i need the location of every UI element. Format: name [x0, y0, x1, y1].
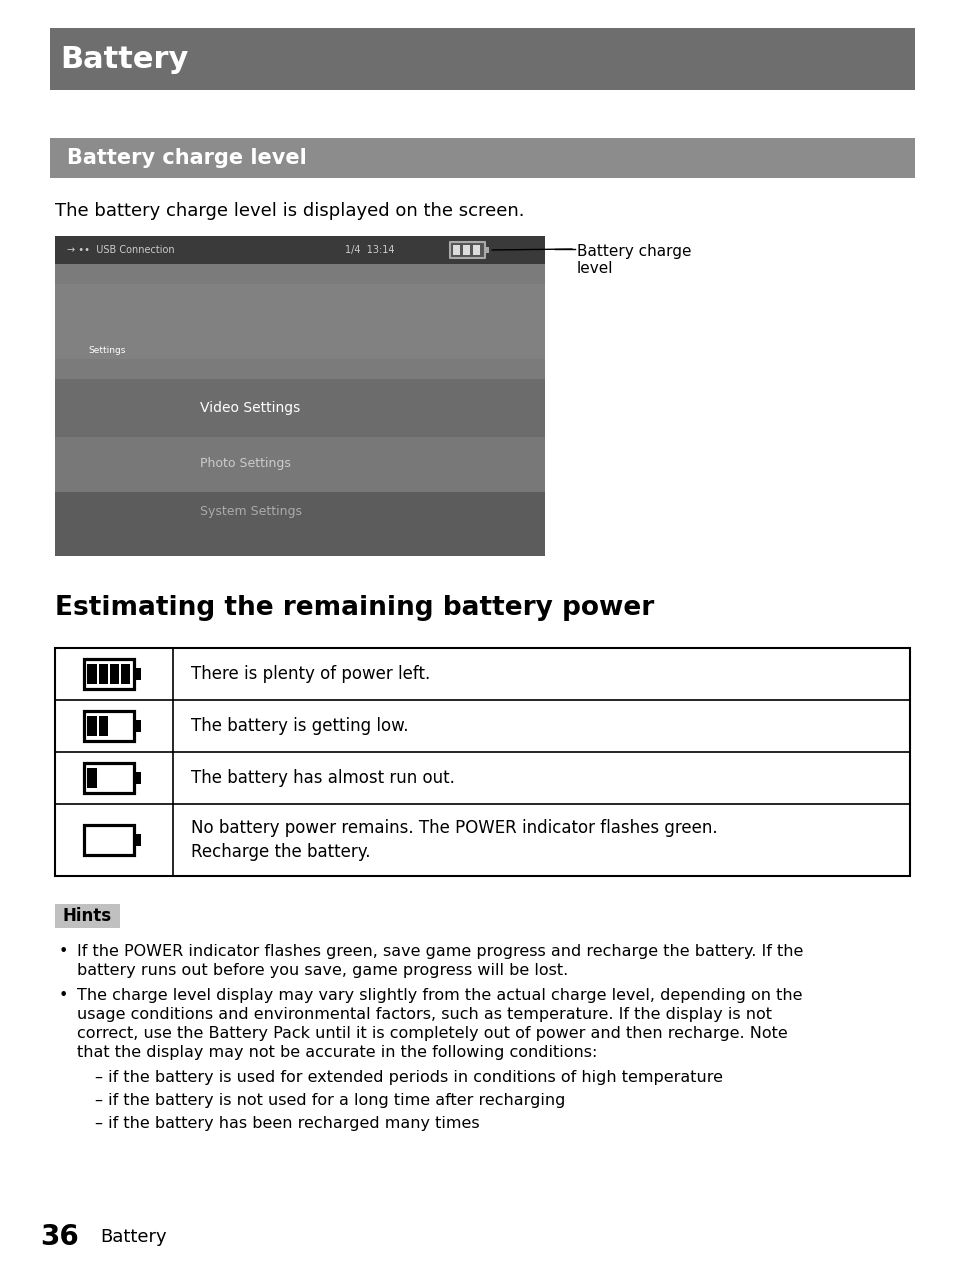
Text: Battery: Battery [100, 1228, 167, 1246]
Text: Battery charge
level: Battery charge level [577, 244, 691, 276]
Text: System Settings: System Settings [200, 505, 302, 519]
Bar [84, 763, 133, 793]
Bar [453, 245, 459, 254]
Bar [98, 717, 108, 735]
Text: Photo Settings: Photo Settings [200, 457, 291, 470]
Text: The battery charge level is displayed on the screen.: The battery charge level is displayed on… [55, 202, 524, 220]
Bar [55, 648, 909, 876]
Text: If the POWER indicator flashes green, save game progress and recharge the batter: If the POWER indicator flashes green, sa… [77, 944, 802, 959]
Text: usage conditions and environmental factors, such as temperature. If the display : usage conditions and environmental facto… [77, 1007, 771, 1022]
Text: correct, use the Battery Pack until it is completely out of power and then recha: correct, use the Battery Pack until it i… [77, 1025, 787, 1041]
Bar [55, 905, 120, 928]
Text: – if the battery is used for extended periods in conditions of high temperature: – if the battery is used for extended pe… [95, 1070, 722, 1085]
Text: The battery has almost run out.: The battery has almost run out. [191, 768, 455, 786]
Bar [88, 664, 96, 684]
Text: Battery: Battery [60, 45, 188, 73]
Text: •: • [59, 944, 69, 959]
Bar [133, 834, 141, 847]
Text: that the display may not be accurate in the following conditions:: that the display may not be accurate in … [77, 1045, 597, 1060]
Bar [55, 236, 544, 556]
Bar [462, 245, 470, 254]
Bar [84, 711, 133, 741]
Text: The charge level display may vary slightly from the actual charge level, dependi: The charge level display may vary slight… [77, 988, 801, 1004]
Bar [473, 245, 479, 254]
Text: There is plenty of power left.: There is plenty of power left. [191, 666, 430, 684]
Bar [485, 247, 489, 253]
Bar [55, 437, 544, 492]
Text: 1/4  13:14: 1/4 13:14 [345, 245, 395, 254]
Bar [84, 825, 133, 855]
Bar [55, 263, 544, 556]
Bar [55, 236, 544, 263]
Text: → ••  USB Connection: → •• USB Connection [67, 245, 174, 254]
Bar [55, 284, 544, 359]
Bar [133, 668, 141, 680]
Bar [88, 768, 96, 788]
Bar [84, 659, 133, 689]
Bar [133, 772, 141, 784]
Text: No battery power remains. The POWER indicator flashes green.
Recharge the batter: No battery power remains. The POWER indi… [191, 820, 717, 861]
Bar [55, 492, 544, 556]
Text: 36: 36 [40, 1223, 79, 1252]
Text: Settings: Settings [89, 346, 126, 355]
Bar [88, 717, 96, 735]
Bar [121, 664, 131, 684]
Text: – if the battery is not used for a long time after recharging: – if the battery is not used for a long … [95, 1094, 565, 1108]
Bar [133, 720, 141, 732]
Text: Video Settings: Video Settings [200, 401, 300, 415]
Bar [98, 664, 108, 684]
Text: Hints: Hints [63, 907, 112, 925]
Bar [110, 664, 119, 684]
Text: The battery is getting low.: The battery is getting low. [191, 717, 408, 735]
Text: – if the battery has been recharged many times: – if the battery has been recharged many… [95, 1115, 479, 1131]
Text: Battery charge level: Battery charge level [67, 148, 307, 168]
Text: Estimating the remaining battery power: Estimating the remaining battery power [55, 595, 654, 621]
Text: •: • [59, 988, 69, 1004]
Text: battery runs out before you save, game progress will be lost.: battery runs out before you save, game p… [77, 962, 568, 978]
Bar [50, 137, 914, 179]
Bar [450, 242, 485, 258]
Bar [50, 28, 914, 90]
Bar [55, 379, 544, 437]
